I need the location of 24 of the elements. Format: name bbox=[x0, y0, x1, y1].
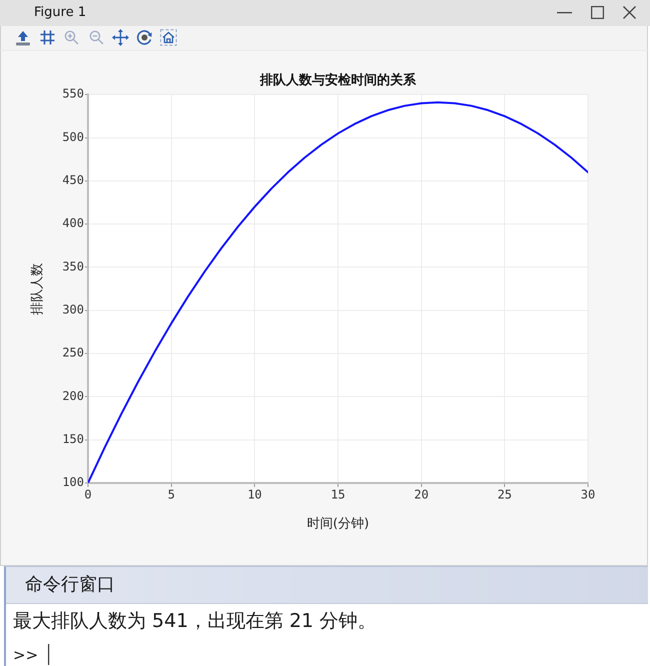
y-axis-title: 排队人数 bbox=[30, 262, 46, 315]
chart-title: 排队人数与安检时间的关系 bbox=[259, 72, 417, 88]
y-tick-label: 350 bbox=[62, 259, 84, 274]
y-tick-label: 150 bbox=[62, 432, 84, 446]
y-tick-label: 100 bbox=[62, 475, 84, 490]
x-tick-label: 10 bbox=[247, 487, 262, 502]
text: 最大排队人数为 541，出现在第 21 分钟。 bbox=[13, 610, 377, 633]
x-tick-label: 30 bbox=[580, 487, 596, 502]
x-tick-label: 5 bbox=[168, 487, 175, 502]
y-tick-label: 450 bbox=[62, 173, 84, 188]
y-tick-label: 250 bbox=[62, 346, 84, 360]
x-tick-label: 15 bbox=[330, 487, 346, 502]
y-tick-label: 200 bbox=[62, 388, 84, 403]
y-tick-label: 500 bbox=[62, 130, 84, 144]
text: >> bbox=[13, 646, 38, 664]
caption: Figure 1 bbox=[34, 5, 86, 21]
y-tick-label: 300 bbox=[62, 302, 84, 317]
y-tick-label: 400 bbox=[62, 216, 84, 230]
x-axis-title: 时间(分钟) bbox=[306, 516, 370, 532]
text: 命令行窗口 bbox=[25, 574, 115, 596]
x-tick-label: 25 bbox=[497, 487, 512, 502]
y-tick-label: 550 bbox=[62, 86, 84, 101]
x-tick-label: 0 bbox=[84, 487, 92, 502]
x-tick-label: 20 bbox=[414, 487, 429, 502]
